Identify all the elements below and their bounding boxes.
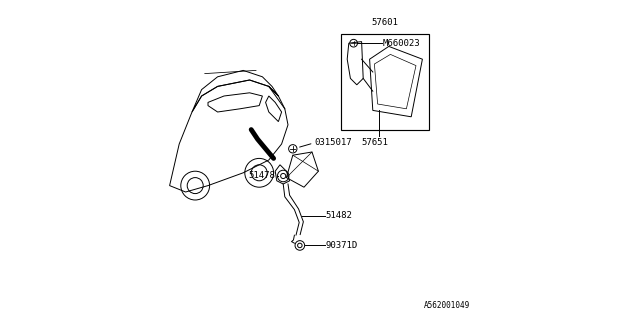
Text: 51478: 51478 bbox=[248, 172, 275, 180]
Text: M660023: M660023 bbox=[383, 39, 420, 48]
Bar bbox=[340, 34, 429, 130]
Text: 90371D: 90371D bbox=[326, 241, 358, 250]
Text: 0315017: 0315017 bbox=[315, 138, 352, 147]
Text: 57601: 57601 bbox=[372, 18, 399, 27]
Text: A562001049: A562001049 bbox=[424, 301, 470, 310]
Text: 51482: 51482 bbox=[325, 212, 352, 220]
Text: 57651: 57651 bbox=[362, 138, 388, 147]
